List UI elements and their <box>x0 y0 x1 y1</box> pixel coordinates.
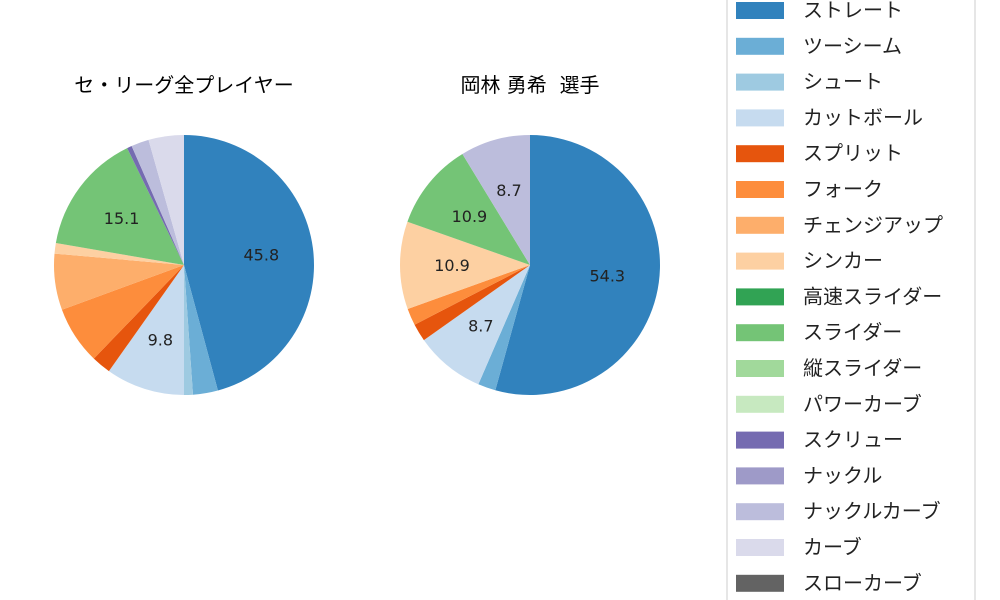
legend-swatch <box>736 360 784 377</box>
pie-slice <box>495 135 660 396</box>
slice-value-label: 10.9 <box>452 207 488 226</box>
pie-slice <box>400 221 530 310</box>
pie-slice <box>184 265 218 395</box>
legend-swatch <box>736 2 784 19</box>
legend-label: 高速スライダー <box>803 284 942 308</box>
pie-slice <box>407 265 530 325</box>
legend-swatch <box>736 216 784 234</box>
pie-slice <box>148 135 184 265</box>
legend-label: ナックル <box>803 463 882 487</box>
legend-frame <box>726 0 976 600</box>
legend-label: ツーシーム <box>803 34 902 58</box>
pie-slice <box>423 265 530 385</box>
legend-swatch <box>736 431 784 449</box>
legend-swatch <box>736 395 784 413</box>
legend-label: スクリュー <box>803 428 903 452</box>
pie-slice <box>184 265 193 395</box>
legend: ストレートツーシームシュートカットボールスプリットフォークチェンジアップシンカー… <box>726 0 976 600</box>
legend-swatch <box>736 467 784 485</box>
pie-slice <box>55 148 184 265</box>
slice-value-label: 15.1 <box>104 209 140 228</box>
legend-label: ストレート <box>803 0 903 22</box>
legend-swatch <box>736 574 784 592</box>
legend-label: フォーク <box>803 177 883 201</box>
pie-league: 45.8 9.8 15.1 <box>54 135 314 395</box>
legend-swatch <box>736 181 784 198</box>
slice-value-label: 9.8 <box>148 330 173 349</box>
slice-value-label: 54.3 <box>589 267 625 286</box>
legend-swatch <box>736 73 784 91</box>
legend-label: スライダー <box>803 320 902 344</box>
pie-slice <box>407 153 530 265</box>
legend-label: スプリット <box>803 141 903 165</box>
legend-swatch <box>736 539 784 556</box>
legend-label: 縦スライダー <box>803 356 922 380</box>
legend-label: カットボール <box>803 105 923 129</box>
pie-slice <box>414 265 530 341</box>
slice-value-label: 45.8 <box>244 246 280 265</box>
pie-slice <box>127 146 184 265</box>
slice-value-label: 8.7 <box>496 181 521 200</box>
pie-player: 54.3 8.7 10.9 10.9 8.7 <box>400 135 660 396</box>
legend-swatch <box>736 109 784 127</box>
pie-slice <box>54 243 185 265</box>
legend-swatch <box>736 503 784 521</box>
legend-swatch <box>736 288 784 306</box>
pie-slice <box>108 265 184 395</box>
legend-label: スローカーブ <box>803 571 922 595</box>
legend-label: シンカー <box>803 249 883 273</box>
pie-slice <box>462 135 530 265</box>
pie-slice <box>478 265 530 391</box>
pie-slice <box>61 265 184 359</box>
chart-title-player: 岡林 勇希 選手 <box>460 73 599 97</box>
chart-title-league: セ・リーグ全プレイヤー <box>74 73 293 97</box>
legend-label: ナックルカーブ <box>803 499 941 523</box>
legend-label: シュート <box>803 70 883 94</box>
pie-slice <box>131 139 184 265</box>
legend-swatch <box>736 324 784 342</box>
legend-swatch <box>736 252 784 270</box>
legend-label: チェンジアップ <box>803 213 943 237</box>
legend-label: パワーカーブ <box>803 392 922 416</box>
slice-value-label: 10.9 <box>434 256 470 275</box>
slice-value-label: 8.7 <box>468 317 493 336</box>
legend-swatch <box>736 37 784 55</box>
pie-slice <box>184 135 314 391</box>
legend-swatch <box>736 145 784 163</box>
pie-slice <box>93 265 184 372</box>
pie-slice <box>54 253 185 310</box>
legend-label: カーブ <box>803 535 862 559</box>
